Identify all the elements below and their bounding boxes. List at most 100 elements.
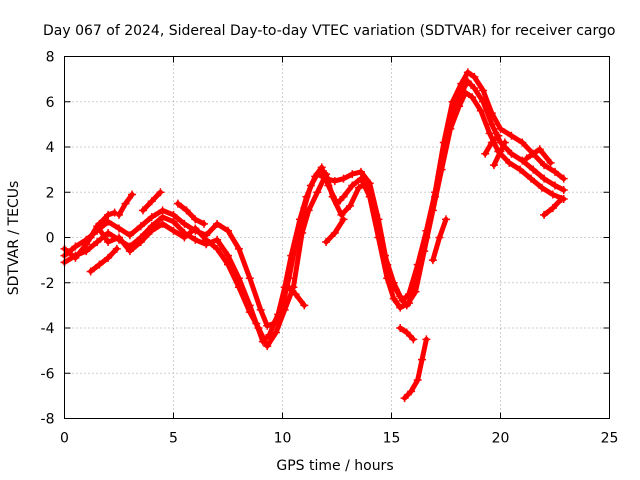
data-point-marker <box>104 228 113 237</box>
data-point-marker <box>71 242 80 251</box>
data-point-marker <box>169 226 178 235</box>
data-point-marker <box>507 131 516 140</box>
data-point-marker <box>147 226 156 235</box>
x-tick-label: 5 <box>169 431 178 447</box>
data-point-marker <box>476 106 485 115</box>
data-point-marker <box>437 165 446 174</box>
data-point-marker <box>485 129 494 138</box>
data-point-marker <box>287 251 296 260</box>
data-point-marker <box>527 174 536 183</box>
data-series <box>60 68 568 403</box>
data-point-marker <box>191 215 200 224</box>
data-point-marker <box>481 149 490 158</box>
x-tick-label: 10 <box>274 431 292 447</box>
data-point-marker <box>389 294 398 303</box>
data-point-marker <box>418 355 427 364</box>
series-sat-b <box>60 77 568 346</box>
data-point-marker <box>463 68 472 77</box>
data-point-marker <box>559 185 568 194</box>
data-point-marker <box>346 201 355 210</box>
data-point-marker <box>470 72 479 81</box>
data-point-marker <box>557 195 566 204</box>
data-point-marker <box>158 219 167 228</box>
data-point-marker <box>317 163 326 172</box>
data-point-marker <box>407 387 416 396</box>
data-point-marker <box>202 235 211 244</box>
series-arc-1 <box>86 208 119 242</box>
data-point-marker <box>158 213 167 222</box>
x-tick-label: 20 <box>492 431 510 447</box>
data-point-marker <box>95 260 104 269</box>
data-point-marker <box>494 131 503 140</box>
data-point-marker <box>420 247 429 256</box>
data-point-marker <box>213 235 222 244</box>
data-point-marker <box>104 253 113 262</box>
data-point-marker <box>311 172 320 181</box>
x-axis-label: GPS time / hours <box>276 458 393 474</box>
y-tick-label: 0 <box>46 231 55 247</box>
data-point-marker <box>551 181 559 190</box>
data-point-marker <box>463 77 472 86</box>
data-point-marker <box>125 231 134 240</box>
data-point-marker <box>461 88 470 97</box>
data-point-marker <box>169 217 178 226</box>
data-point-marker <box>422 335 431 344</box>
x-tick-label: 15 <box>383 431 401 447</box>
data-point-marker <box>147 197 156 206</box>
chart-title: Day 067 of 2024, Sidereal Day-to-day VTE… <box>43 23 615 39</box>
data-point-marker <box>428 256 437 265</box>
data-point-marker <box>200 219 209 228</box>
series-arc-10 <box>428 215 450 265</box>
data-point-marker <box>489 161 498 170</box>
data-point-marker <box>300 301 309 310</box>
data-point-marker <box>136 222 145 231</box>
series-trace <box>88 246 120 274</box>
data-point-marker <box>500 138 509 147</box>
data-point-marker <box>82 240 91 249</box>
data-point-marker <box>234 283 243 292</box>
data-point-marker <box>518 138 527 147</box>
data-point-marker <box>313 188 322 197</box>
data-point-marker <box>173 199 182 208</box>
data-point-marker <box>402 328 411 337</box>
data-point-marker <box>487 138 496 147</box>
data-point-marker <box>224 260 232 269</box>
plot-frame <box>64 56 610 419</box>
data-point-marker <box>400 394 409 403</box>
data-point-marker <box>263 342 272 351</box>
series-trace <box>62 90 567 349</box>
data-point-marker <box>548 190 557 199</box>
y-tick-label: -6 <box>41 366 55 382</box>
data-point-marker <box>104 217 113 226</box>
data-point-marker <box>496 147 505 156</box>
data-point-marker <box>428 206 437 215</box>
data-point-marker <box>115 210 123 219</box>
data-point-marker <box>396 292 405 301</box>
data-point-marker <box>411 287 420 296</box>
data-point-marker <box>330 228 339 237</box>
data-point-marker <box>468 93 477 102</box>
data-point-marker <box>245 274 254 283</box>
data-point-marker <box>245 308 254 317</box>
data-point-marker <box>328 192 337 201</box>
grid-lines <box>64 56 610 419</box>
data-point-marker <box>505 158 514 167</box>
data-point-marker <box>302 192 311 201</box>
data-point-marker <box>507 149 516 158</box>
data-point-marker <box>522 154 531 163</box>
data-point-marker <box>396 303 405 312</box>
x-tick-label: 0 <box>60 431 69 447</box>
data-point-marker <box>138 206 147 215</box>
series-trace <box>62 78 567 345</box>
series-arc-11 <box>481 131 503 158</box>
data-point-marker <box>304 206 313 215</box>
data-point-marker <box>442 215 450 224</box>
data-point-marker <box>298 228 307 237</box>
data-point-marker <box>147 213 156 222</box>
data-point-marker <box>337 210 346 219</box>
data-point-marker <box>396 324 405 332</box>
data-point-marker <box>518 156 527 165</box>
data-point-marker <box>291 290 300 299</box>
series-trace <box>175 201 207 227</box>
